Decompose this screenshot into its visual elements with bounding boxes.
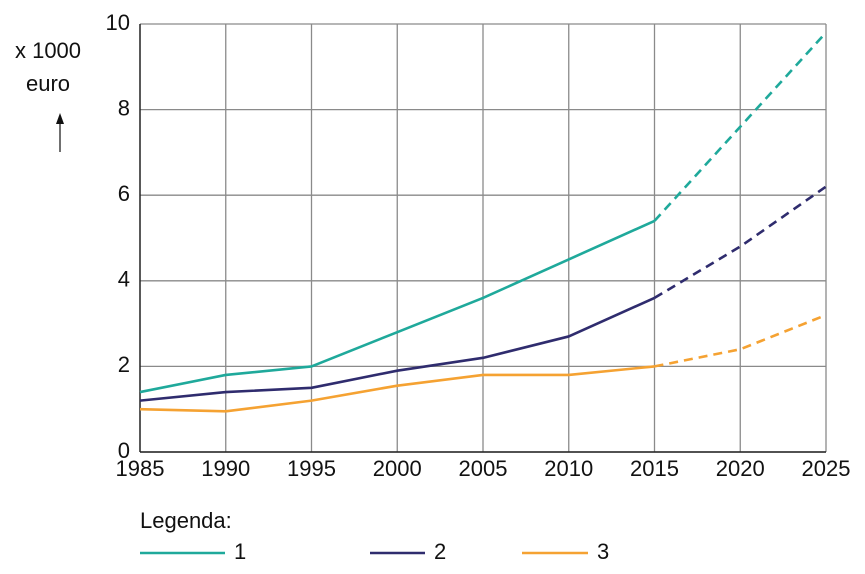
legend-label: 2 [434, 539, 446, 564]
x-tick-label: 1985 [116, 456, 165, 481]
x-tick-label: 2010 [544, 456, 593, 481]
x-tick-label: 1995 [287, 456, 336, 481]
y-tick-label: 8 [118, 95, 130, 120]
x-tick-label: 2015 [630, 456, 679, 481]
series-line [139, 219, 656, 394]
x-tick-label: 2000 [373, 456, 422, 481]
legend-label: 1 [234, 539, 246, 564]
x-tick-label: 2005 [459, 456, 508, 481]
x-tick-label: 2020 [716, 456, 765, 481]
series-line [139, 365, 655, 413]
y-axis-label: euro [26, 71, 70, 96]
series-line [139, 296, 656, 402]
projection-line [653, 31, 827, 222]
y-tick-label: 6 [118, 181, 130, 206]
y-tick-label: 2 [118, 352, 130, 377]
x-tick-label: 1990 [201, 456, 250, 481]
legend-title: Legenda: [140, 508, 232, 533]
y-tick-label: 10 [106, 10, 130, 35]
projection-line [653, 185, 827, 300]
y-tick-label: 4 [118, 267, 130, 292]
x-tick-label: 2025 [802, 456, 851, 481]
y-axis-label: x 1000 [15, 38, 81, 63]
y-axis-arrow [56, 113, 64, 152]
legend-label: 3 [597, 539, 609, 564]
y-tick-label: 0 [118, 438, 130, 463]
